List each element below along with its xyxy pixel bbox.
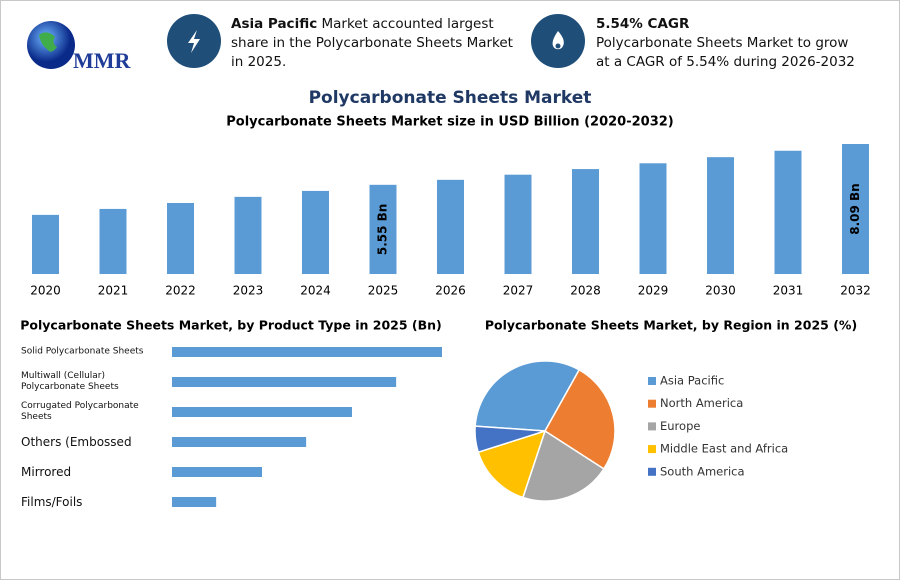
y-tick-label: Solid Polycarbonate Sheets [21, 346, 144, 357]
legend-swatch [648, 422, 656, 431]
legend-swatch [648, 467, 656, 476]
chart-title: Polycarbonate Sheets Market, by Region i… [485, 318, 857, 333]
x-tick-label: 2024 [300, 284, 331, 298]
pie-slice [521, 429, 605, 502]
x-tick-label: 2027 [503, 284, 534, 298]
x-tick-label: 2030 [705, 284, 736, 298]
x-tick-label: 2031 [773, 284, 804, 298]
info-text: Polycarbonate Sheets Market to grow at a… [596, 35, 855, 70]
info-box: Asia Pacific Market accounted largest sh… [231, 15, 526, 72]
chart-title: Polycarbonate Sheets Market, by Product … [20, 318, 442, 333]
legend-swatch [648, 445, 656, 454]
value-label: 5.55 Bn [376, 204, 390, 255]
y-tick-label: Mirrored [21, 465, 72, 479]
legend-swatch [648, 377, 656, 385]
pie-slice [544, 368, 616, 470]
bar [707, 157, 734, 274]
pie-slice [474, 425, 546, 454]
bar [302, 190, 329, 274]
bar [172, 407, 352, 417]
logo-text: MMR [73, 48, 132, 73]
icon-bolt [188, 30, 200, 53]
x-tick-label: 2026 [435, 284, 466, 298]
y-tick-label: Multiwall (Cellular) Polycarbonate Sheet… [21, 371, 119, 392]
info-text: Market accounted largest share in the Po… [231, 16, 513, 70]
bar [639, 163, 667, 274]
x-tick-label: 2022 [165, 284, 196, 298]
y-tick-label: Others (Embossed [21, 435, 132, 449]
logo-land [39, 32, 57, 52]
legend-label: South America [660, 464, 745, 478]
x-tick-label: 2023 [233, 284, 264, 298]
bar [172, 497, 217, 507]
bar [774, 150, 802, 274]
bar [842, 144, 869, 274]
legend-label: Europe [660, 419, 700, 433]
bar [172, 377, 397, 387]
y-tick-label: Corrugated Polycarbonate Sheets [21, 401, 139, 422]
x-tick-label: 2029 [638, 284, 669, 298]
bar [572, 169, 599, 274]
chart-title: Polycarbonate Sheets Market [309, 88, 592, 108]
x-tick-label: 2032 [840, 284, 871, 298]
legend-swatch [648, 399, 656, 408]
bar [234, 196, 262, 274]
bar [172, 437, 307, 447]
bar [504, 174, 532, 274]
pie-slice [474, 360, 581, 432]
bar [172, 347, 442, 357]
bar [167, 202, 194, 274]
x-tick-label: 2028 [570, 284, 601, 298]
value-label: 8.09 Bn [848, 183, 862, 234]
bar [32, 214, 59, 274]
icon-flame [552, 31, 564, 50]
y-tick-label: Films/Foils [21, 495, 83, 509]
x-tick-label: 2020 [30, 284, 61, 298]
legend-label: North America [660, 396, 743, 410]
bar [172, 467, 262, 477]
icon-flame-core [555, 43, 561, 49]
bar [99, 208, 127, 274]
chart-subtitle: Polycarbonate Sheets Market size in USD … [226, 115, 673, 130]
info-title: 5.54% CAGR [596, 16, 690, 32]
legend-label: Middle East and Africa [660, 442, 788, 456]
info-highlight: Asia Pacific [231, 16, 318, 32]
info-box: 5.54% CAGR Polycarbonate Sheets Market to… [596, 15, 866, 72]
x-tick-label: 2025 [368, 284, 399, 298]
x-tick-label: 2021 [98, 284, 129, 298]
bar [369, 184, 397, 274]
bar [437, 179, 464, 274]
legend-label: Asia Pacific [660, 374, 724, 388]
